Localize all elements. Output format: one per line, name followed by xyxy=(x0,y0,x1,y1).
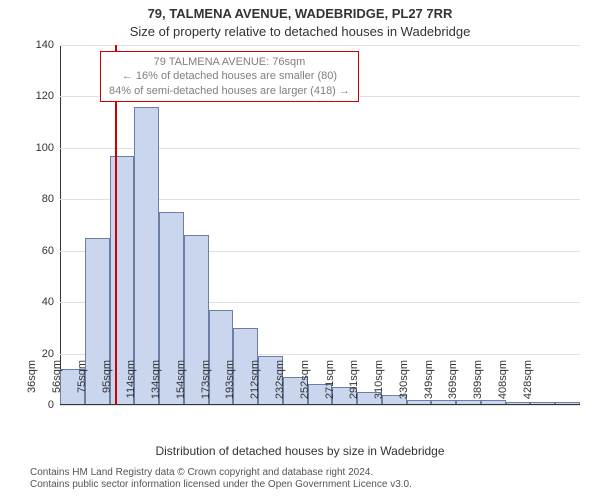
chart-container: 79, TALMENA AVENUE, WADEBRIDGE, PL27 7RR… xyxy=(0,0,600,500)
y-tick-label: 140 xyxy=(24,39,54,51)
x-tick-label: 389sqm xyxy=(472,358,484,410)
x-tick-label: 193sqm xyxy=(224,358,236,410)
y-tick-label: 100 xyxy=(24,142,54,154)
annotation-line3: 84% of semi-detached houses are larger (… xyxy=(109,84,350,98)
y-tick-label: 60 xyxy=(24,245,54,257)
x-tick-label: 271sqm xyxy=(324,358,336,410)
x-tick-label: 232sqm xyxy=(274,358,286,410)
x-tick-label: 36sqm xyxy=(26,358,38,410)
x-tick-label: 252sqm xyxy=(299,358,311,410)
footnote-1: Contains HM Land Registry data © Crown c… xyxy=(30,467,373,478)
x-axis-label: Distribution of detached houses by size … xyxy=(0,444,600,458)
y-tick-label: 120 xyxy=(24,90,54,102)
x-tick-label: 428sqm xyxy=(522,358,534,410)
x-tick-label: 75sqm xyxy=(76,358,88,410)
x-tick-label: 212sqm xyxy=(249,358,261,410)
x-tick-label: 369sqm xyxy=(447,358,459,410)
chart-title-address: 79, TALMENA AVENUE, WADEBRIDGE, PL27 7RR xyxy=(0,6,600,21)
x-tick-label: 154sqm xyxy=(175,358,187,410)
x-tick-label: 114sqm xyxy=(125,358,137,410)
x-tick-label: 349sqm xyxy=(423,358,435,410)
x-tick-label: 408sqm xyxy=(497,358,509,410)
y-tick-label: 80 xyxy=(24,193,54,205)
x-tick-label: 330sqm xyxy=(398,358,410,410)
annotation-line1: 79 TALMENA AVENUE: 76sqm xyxy=(109,55,350,69)
y-axis-line xyxy=(60,45,61,405)
plot-area: 79 TALMENA AVENUE: 76sqm ← 16% of detach… xyxy=(60,45,580,405)
x-tick-label: 291sqm xyxy=(348,358,360,410)
gridline xyxy=(60,45,580,46)
x-tick-label: 173sqm xyxy=(200,358,212,410)
footnote-2: Contains public sector information licen… xyxy=(30,479,412,490)
x-tick-label: 134sqm xyxy=(150,358,162,410)
annotation-box: 79 TALMENA AVENUE: 76sqm ← 16% of detach… xyxy=(100,51,359,102)
x-tick-label: 56sqm xyxy=(51,358,63,410)
x-tick-label: 95sqm xyxy=(101,358,113,410)
x-tick-label: 310sqm xyxy=(373,358,385,410)
annotation-line2: ← 16% of detached houses are smaller (80… xyxy=(109,69,350,83)
y-tick-label: 40 xyxy=(24,296,54,308)
chart-subtitle: Size of property relative to detached ho… xyxy=(0,24,600,39)
